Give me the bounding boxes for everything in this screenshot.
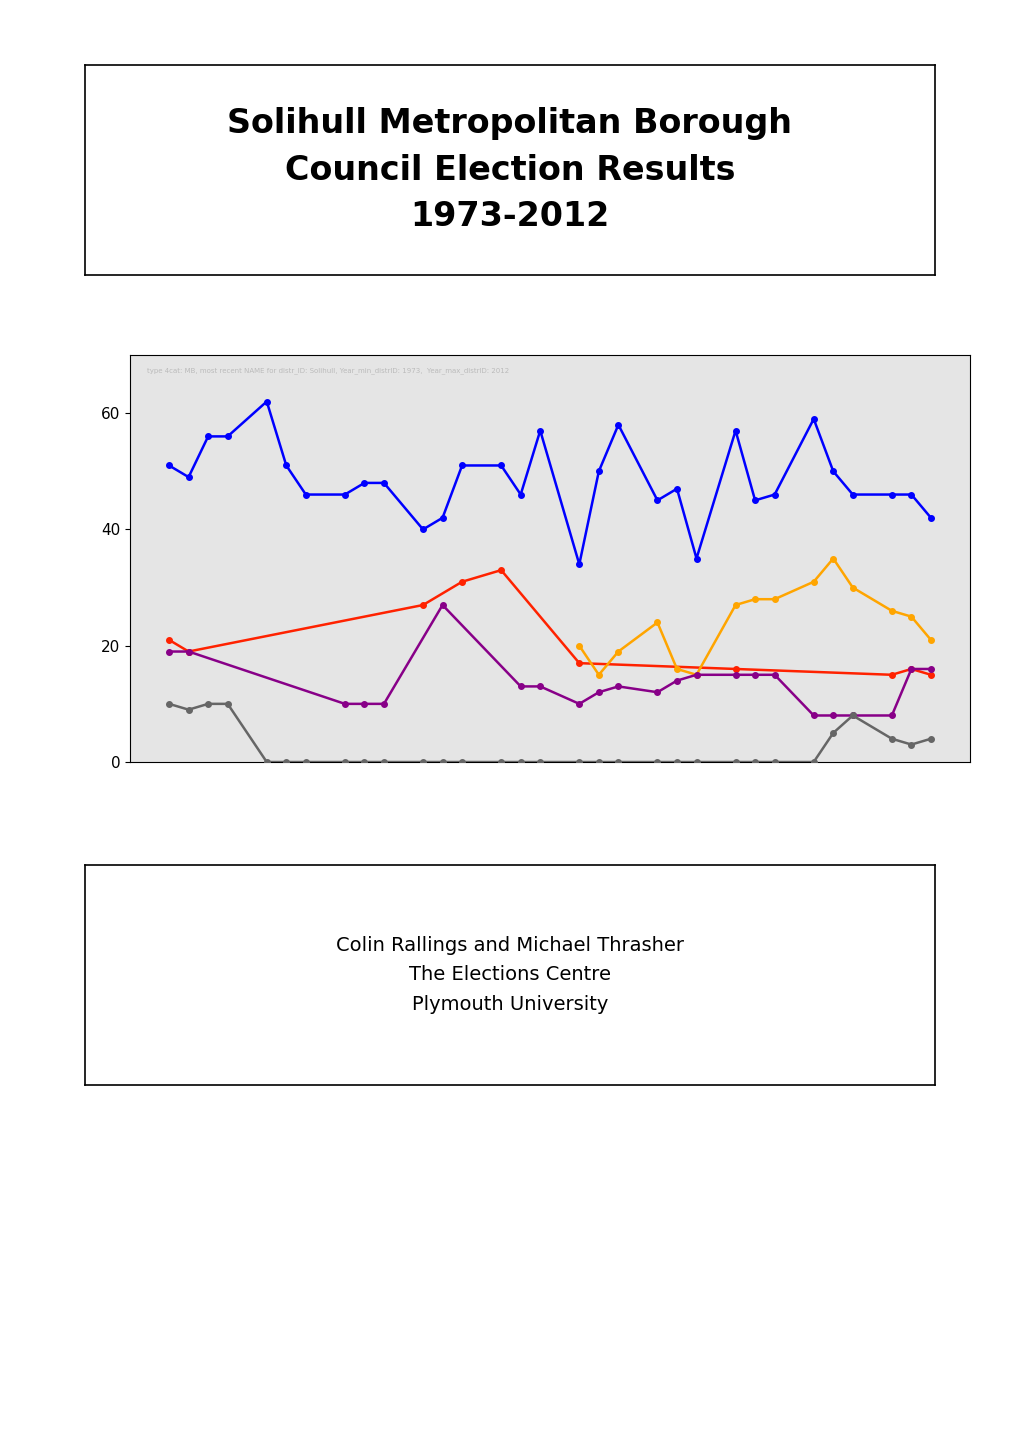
Text: type 4cat: MB, most recent NAME for distr_ID: Solihull, Year_min_distrID: 1973, : type 4cat: MB, most recent NAME for dist… <box>147 368 508 373</box>
Text: Colin Rallings and Michael Thrasher
The Elections Centre
Plymouth University: Colin Rallings and Michael Thrasher The … <box>335 936 684 1014</box>
Text: Solihull Metropolitan Borough
Council Election Results
1973-2012: Solihull Metropolitan Borough Council El… <box>227 108 792 232</box>
